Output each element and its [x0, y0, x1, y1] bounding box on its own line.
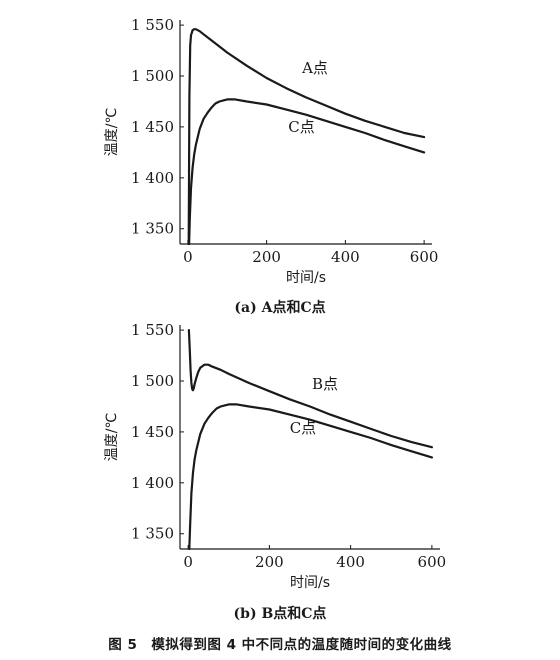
x-tick-label: 600 [410, 248, 439, 266]
x-tick-label: 400 [336, 553, 365, 571]
series-line-0 [187, 329, 433, 449]
series-label: C点 [290, 419, 316, 437]
series-label: B点 [312, 375, 338, 393]
x-tick-label: 200 [255, 553, 284, 571]
y-tick-label: 1 500 [131, 67, 174, 85]
y-axis-label: 温度/℃ [104, 108, 120, 156]
x-axis-label: 时间/s [286, 270, 326, 286]
figure-caption: 图 5 模拟得到图 4 中不同点的温度随时间的变化曲线 [108, 637, 452, 653]
series-line-1 [188, 403, 433, 551]
x-tick-label: 0 [183, 248, 193, 266]
y-tick-label: 1 400 [131, 169, 174, 187]
chart-b: 1 350 1 400 1 450 1 500 1 550 0 200 400 600 时间/s 温… [0, 318, 560, 608]
y-tick-label: 1 400 [131, 474, 174, 492]
x-tick-label: 600 [418, 553, 447, 571]
chart-b-svg: 1 350 1 400 1 450 1 500 1 550 0 200 400 600 时间/s 温… [104, 321, 447, 591]
y-tick-label: 1 450 [131, 423, 174, 441]
chart-a-svg: 1 350 1 400 1 450 1 500 1 550 0 200 400 600 时间/s 温… [104, 16, 439, 286]
y-axis-label: 温度/℃ [104, 413, 120, 461]
x-tick-label: 0 [183, 553, 193, 571]
series-line-0 [187, 28, 426, 246]
series-label: C点 [288, 118, 314, 136]
subcaption-b: (b) B点和C点 [233, 606, 327, 622]
x-axis-label: 时间/s [290, 575, 330, 591]
y-tick-label: 1 550 [131, 16, 174, 34]
chart-a: 1 350 1 400 1 450 1 500 1 550 0 200 400 600 时间/s 温… [0, 0, 560, 300]
x-tick-label: 200 [252, 248, 281, 266]
y-tick-label: 1 550 [131, 321, 174, 339]
series-line-1 [188, 98, 426, 246]
y-tick-label: 1 500 [131, 372, 174, 390]
y-tick-label: 1 350 [131, 525, 174, 543]
y-tick-label: 1 450 [131, 118, 174, 136]
x-tick-label: 400 [331, 248, 360, 266]
subcaption-a: (a) A点和C点 [234, 300, 326, 316]
series-label: A点 [301, 59, 328, 77]
y-tick-label: 1 350 [131, 220, 174, 238]
